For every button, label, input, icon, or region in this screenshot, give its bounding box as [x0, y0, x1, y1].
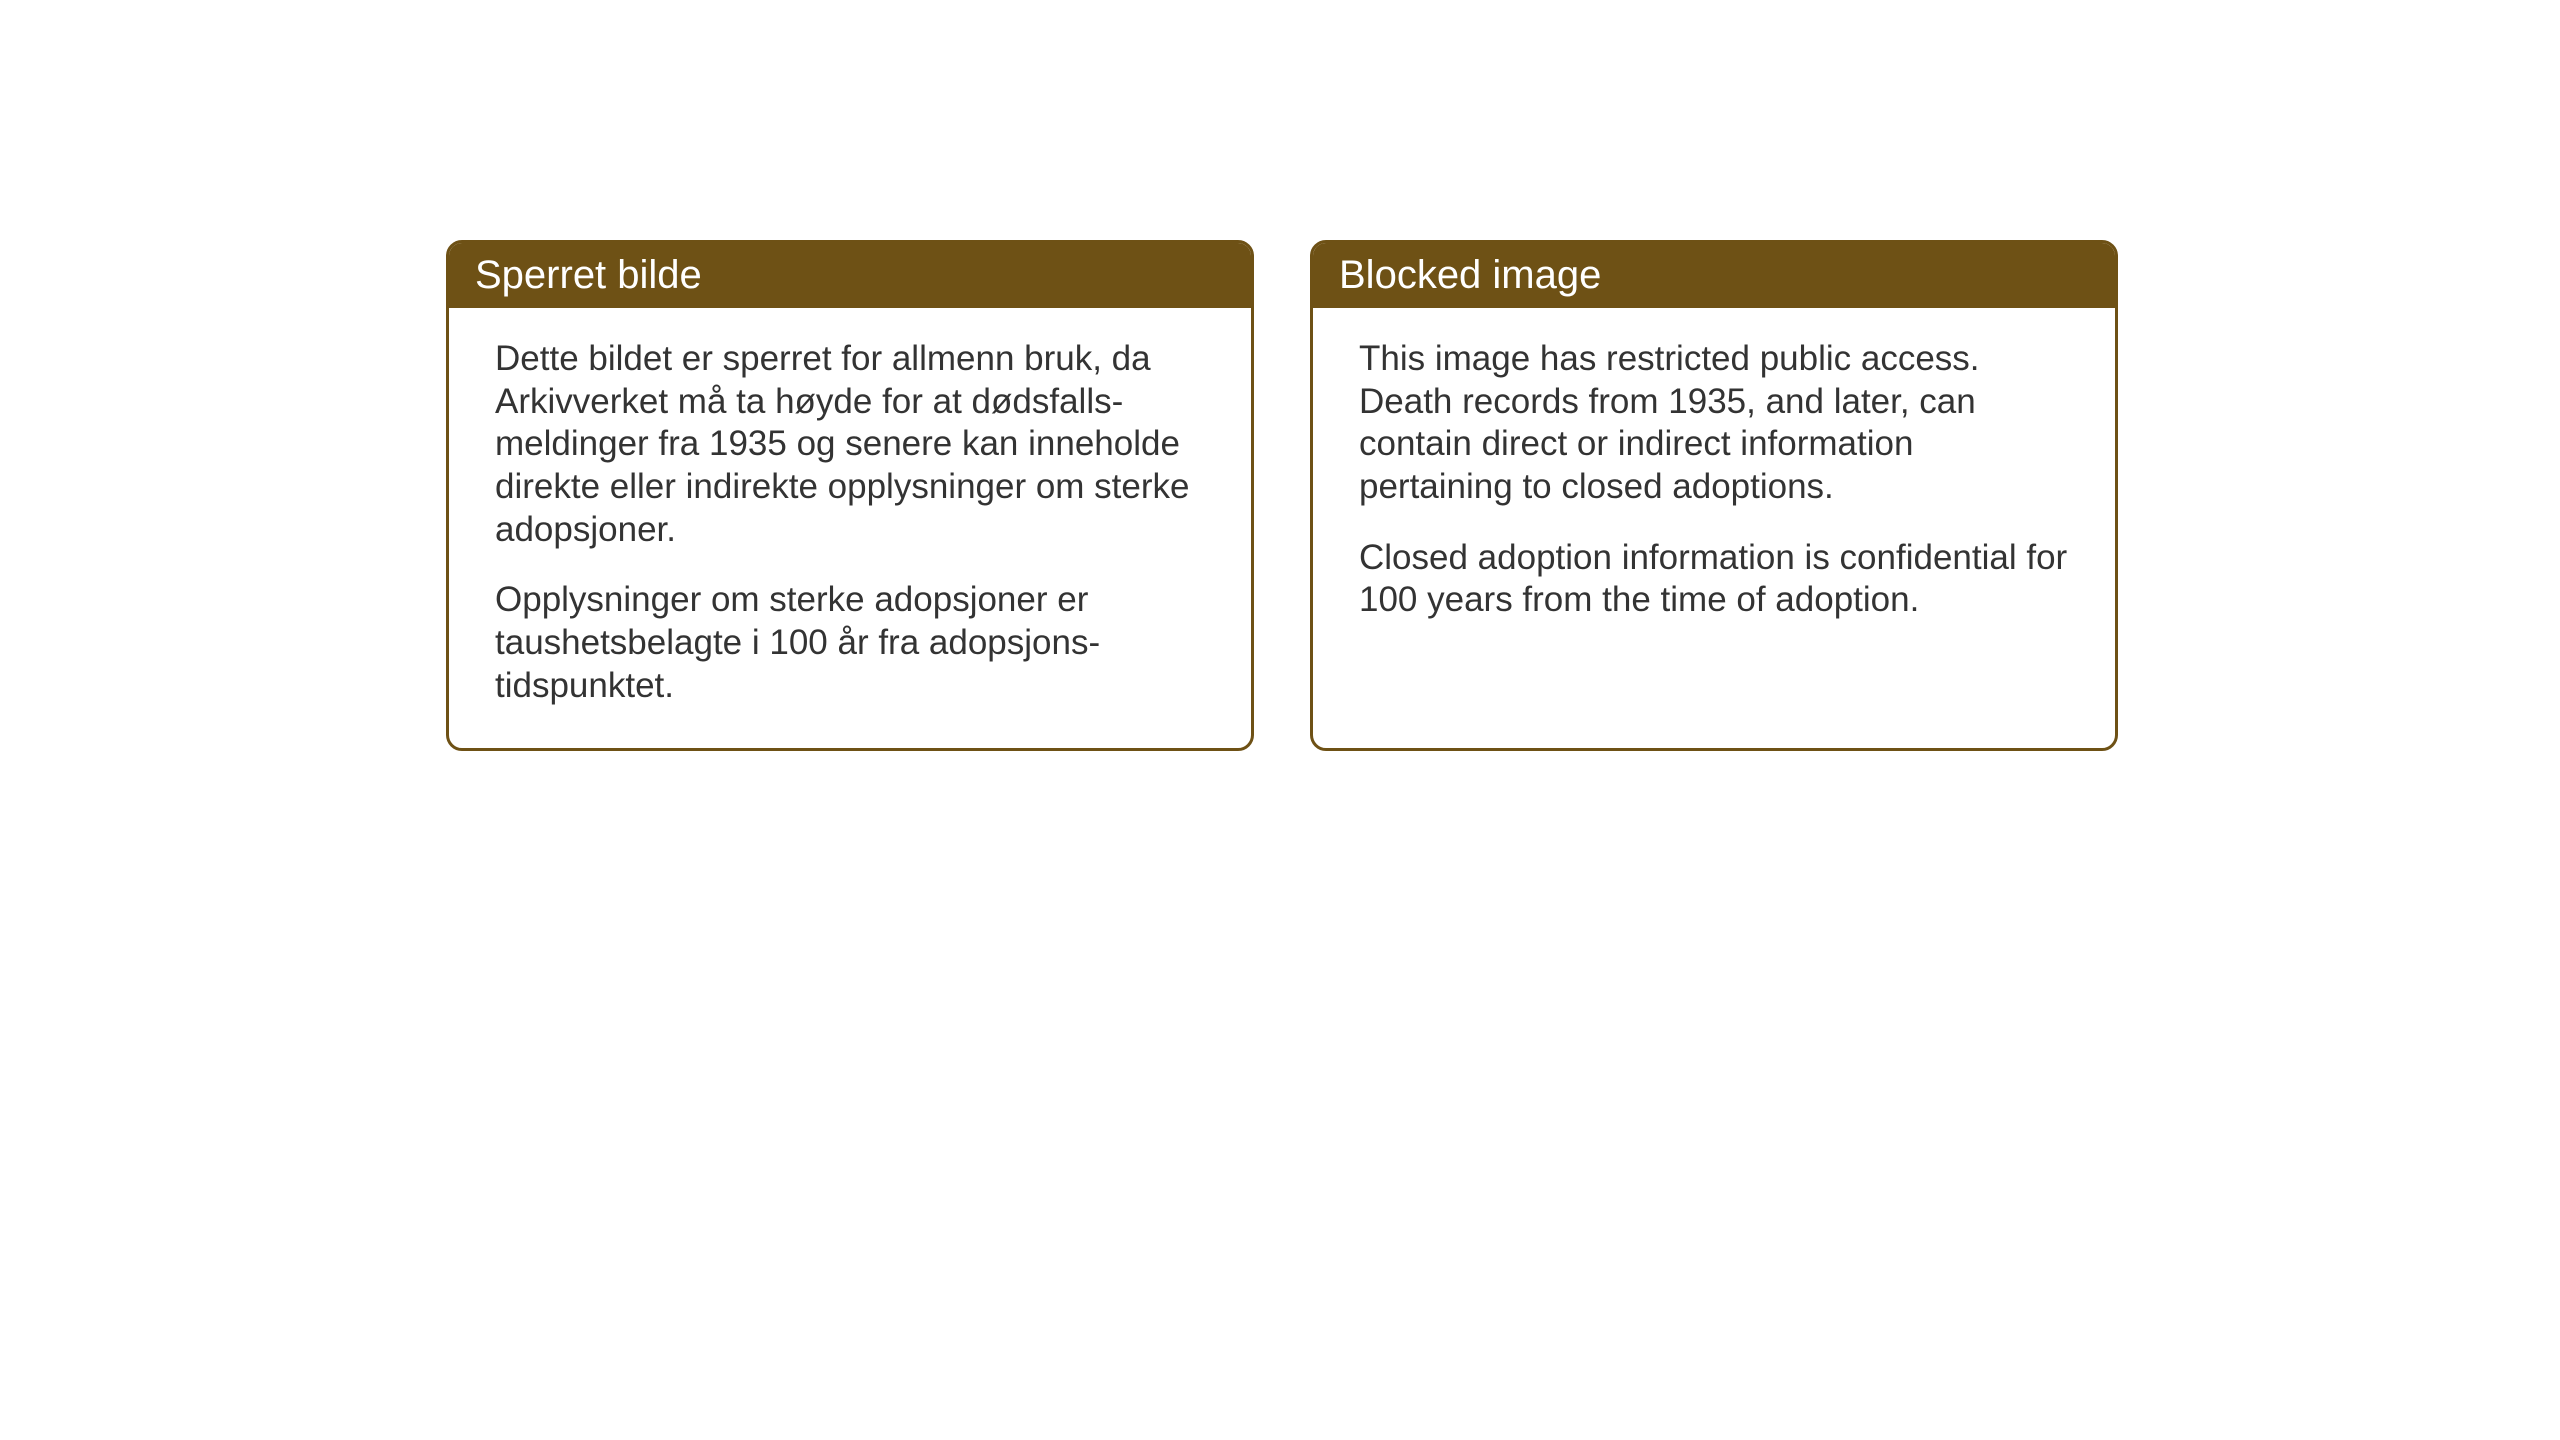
notice-container: Sperret bilde Dette bildet er sperret fo…: [446, 240, 2118, 751]
card-title-english: Blocked image: [1339, 253, 1601, 297]
card-title-norwegian: Sperret bilde: [475, 253, 702, 297]
card-paragraph-2-english: Closed adoption information is confident…: [1359, 537, 2069, 622]
card-paragraph-2-norwegian: Opplysninger om sterke adopsjoner er tau…: [495, 579, 1205, 707]
card-paragraph-1-norwegian: Dette bildet er sperret for allmenn bruk…: [495, 338, 1205, 551]
card-paragraph-1-english: This image has restricted public access.…: [1359, 338, 2069, 509]
card-body-norwegian: Dette bildet er sperret for allmenn bruk…: [449, 308, 1251, 748]
card-header-norwegian: Sperret bilde: [449, 243, 1251, 308]
notice-card-norwegian: Sperret bilde Dette bildet er sperret fo…: [446, 240, 1254, 751]
card-body-english: This image has restricted public access.…: [1313, 308, 2115, 662]
card-header-english: Blocked image: [1313, 243, 2115, 308]
notice-card-english: Blocked image This image has restricted …: [1310, 240, 2118, 751]
